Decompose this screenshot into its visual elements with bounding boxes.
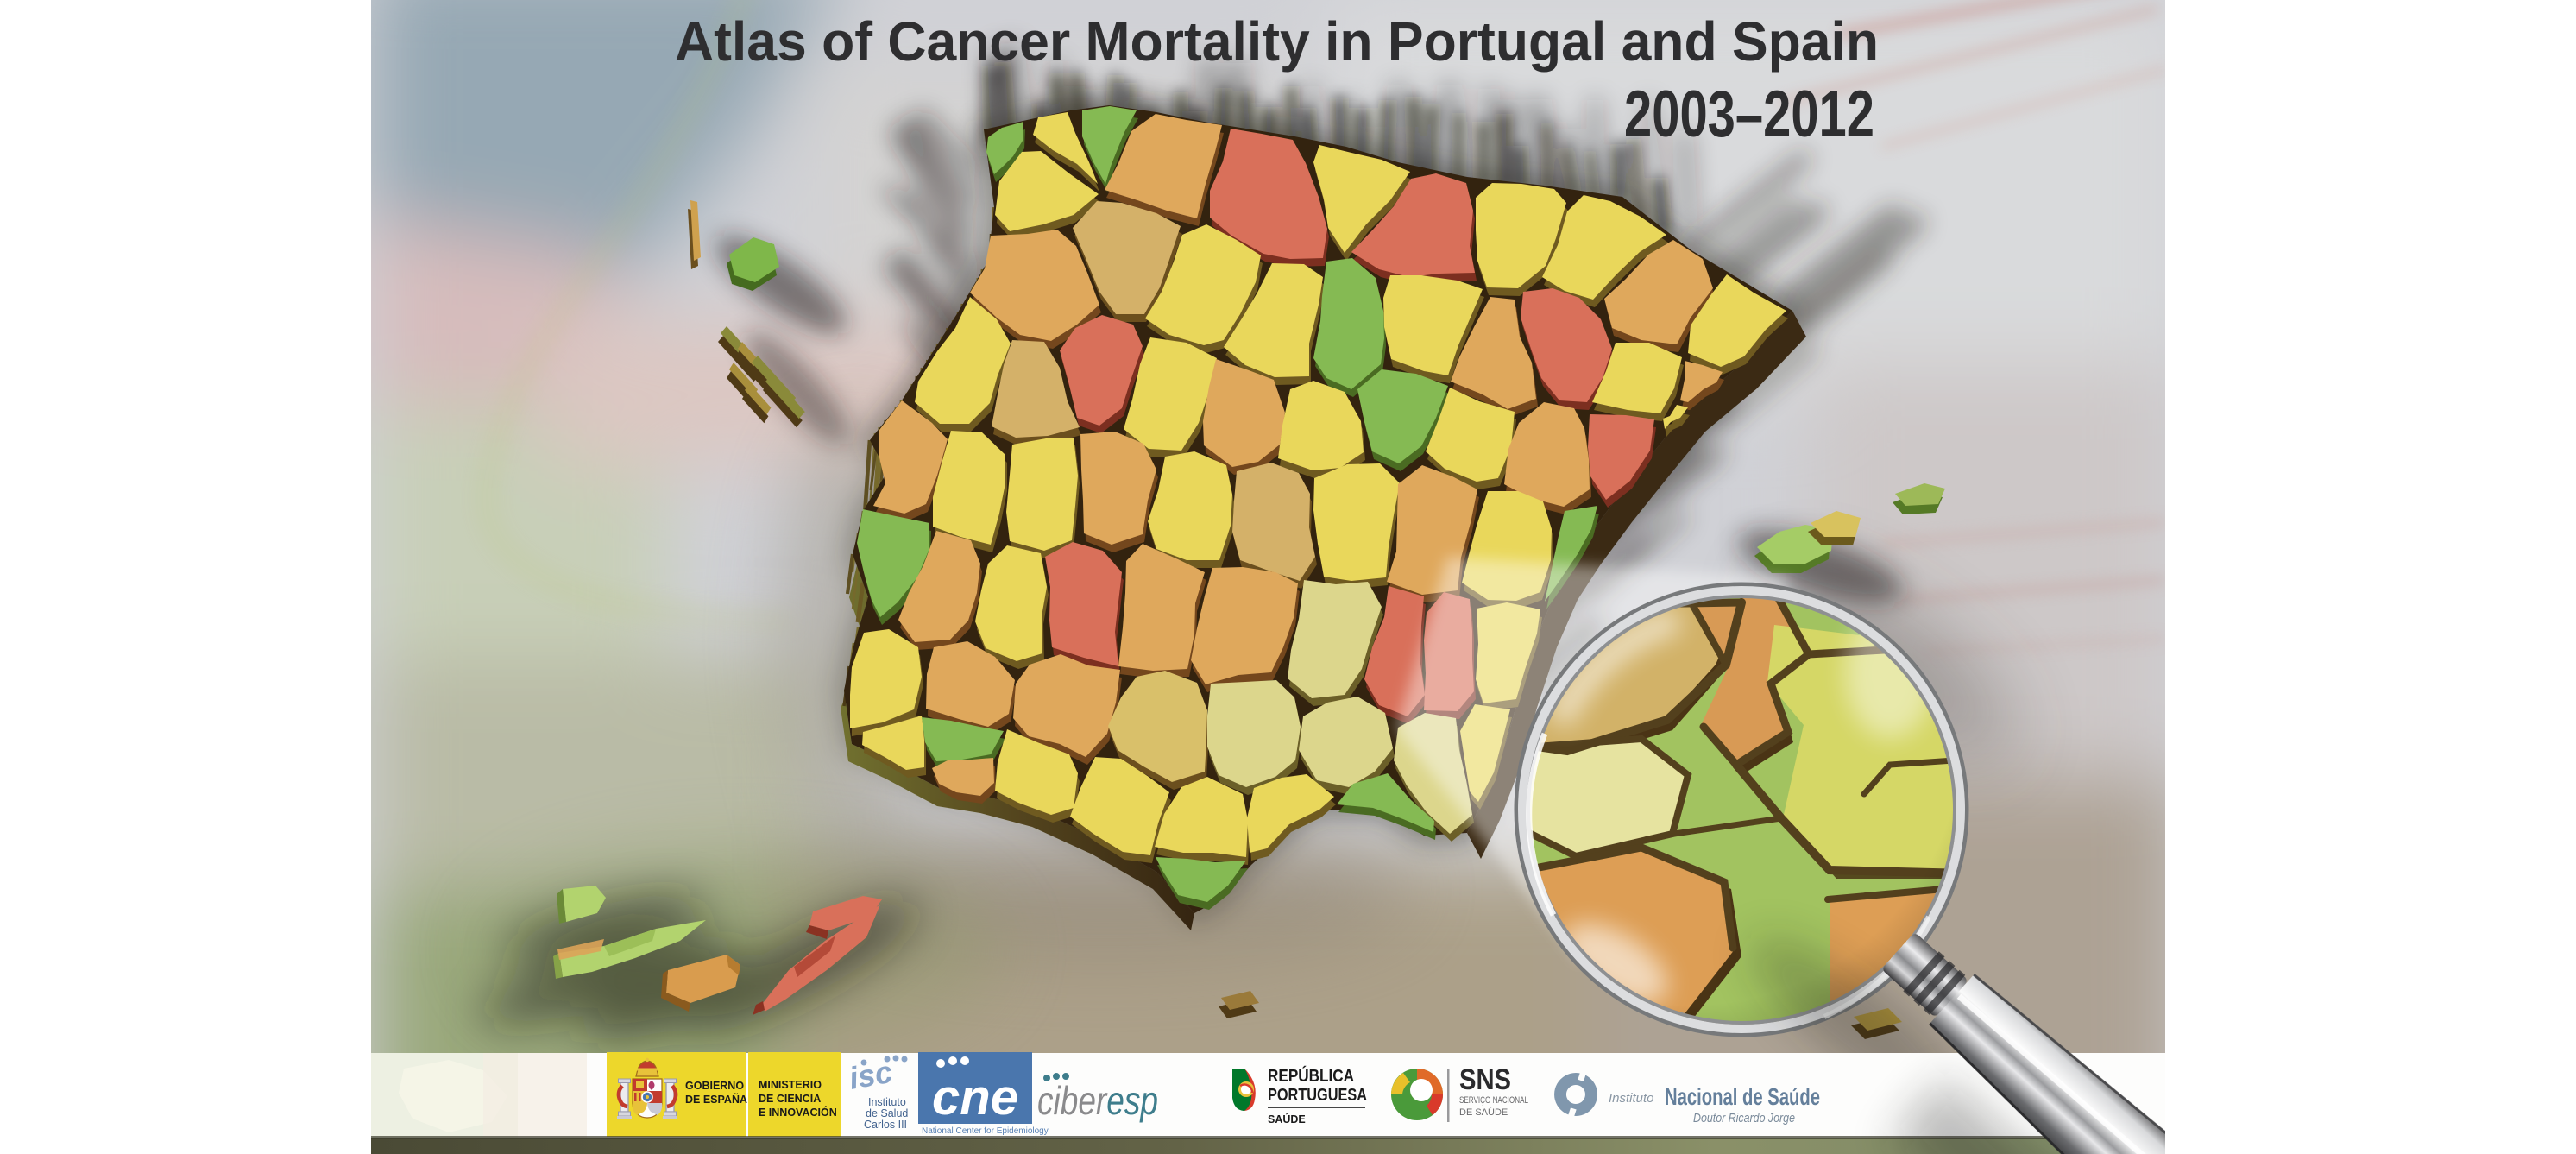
- svg-text:SAÚDE: SAÚDE: [1268, 1113, 1306, 1126]
- svg-text:_: _: [1655, 1094, 1665, 1108]
- svg-text:E INNOVACIÓN: E INNOVACIÓN: [759, 1106, 837, 1119]
- svg-text:SERVIÇO NACIONAL: SERVIÇO NACIONAL: [1459, 1095, 1528, 1106]
- svg-text:DE SAÚDE: DE SAÚDE: [1459, 1107, 1508, 1118]
- svg-text:Doutor Ricardo Jorge: Doutor Ricardo Jorge: [1693, 1111, 1795, 1126]
- svg-text:MINISTERIO: MINISTERIO: [759, 1079, 822, 1091]
- svg-text:2003–2012: 2003–2012: [1624, 78, 1874, 151]
- svg-text:REPÚBLICA: REPÚBLICA: [1268, 1065, 1354, 1086]
- svg-text:de Salud: de Salud: [866, 1107, 908, 1119]
- svg-text:Atlas of Cancer Mortality in P: Atlas of Cancer Mortality in Portugal an…: [675, 10, 1879, 73]
- svg-text:National Center for Epidemiolo: National Center for Epidemiology: [922, 1126, 1049, 1136]
- svg-text:Carlos III: Carlos III: [864, 1119, 907, 1131]
- svg-text:ciberesp: ciberesp: [1037, 1078, 1158, 1123]
- svg-text:Instituto: Instituto: [868, 1096, 906, 1108]
- svg-text:SNS: SNS: [1459, 1063, 1511, 1096]
- svg-text:PORTUGUESA: PORTUGUESA: [1268, 1086, 1367, 1105]
- svg-text:Instituto: Instituto: [1609, 1091, 1654, 1106]
- svg-text:DE CIENCIA: DE CIENCIA: [759, 1093, 821, 1105]
- svg-text:Nacional de Saúde: Nacional de Saúde: [1665, 1083, 1820, 1110]
- svg-text:cne: cne: [932, 1069, 1018, 1126]
- svg-text:DE ESPAÑA: DE ESPAÑA: [685, 1093, 747, 1106]
- svg-text:GOBIERNO: GOBIERNO: [685, 1080, 744, 1092]
